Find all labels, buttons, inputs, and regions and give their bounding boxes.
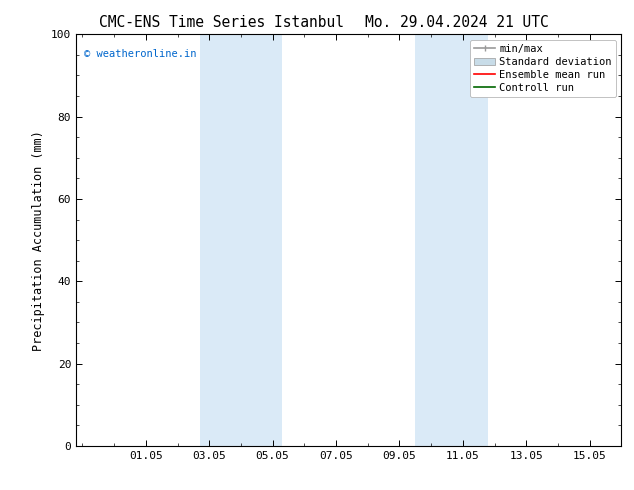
Bar: [415, 34, 488, 446]
Legend: min/max, Standard deviation, Ensemble mean run, Controll run: min/max, Standard deviation, Ensemble me…: [470, 40, 616, 97]
Y-axis label: Precipitation Accumulation (mm): Precipitation Accumulation (mm): [32, 130, 46, 350]
Text: CMC-ENS Time Series Istanbul: CMC-ENS Time Series Istanbul: [100, 15, 344, 30]
Text: © weatheronline.in: © weatheronline.in: [84, 49, 197, 59]
Text: Mo. 29.04.2024 21 UTC: Mo. 29.04.2024 21 UTC: [365, 15, 548, 30]
Bar: [200, 34, 282, 446]
